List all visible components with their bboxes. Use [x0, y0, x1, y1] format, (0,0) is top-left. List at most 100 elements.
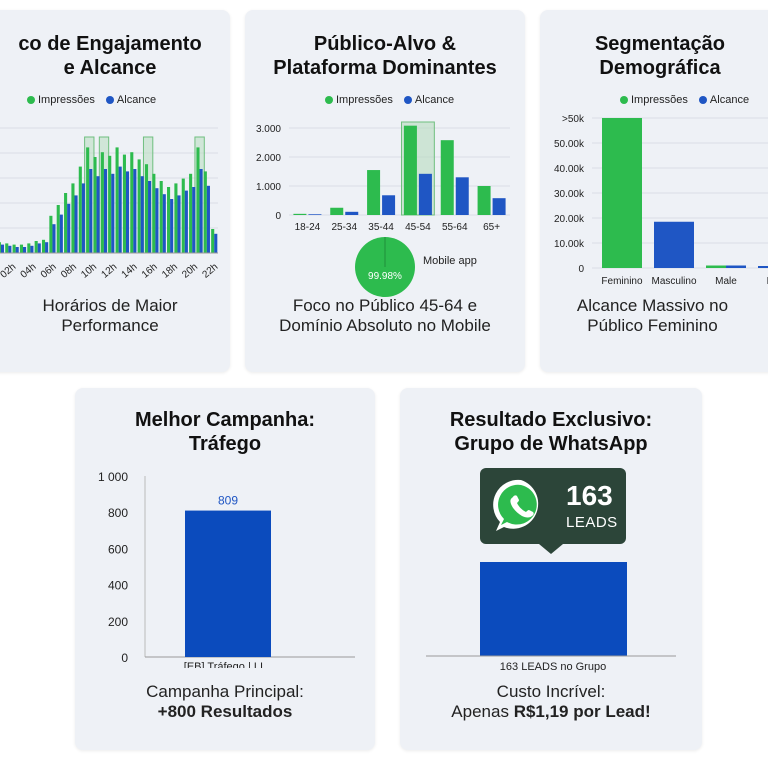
impressions-bar	[49, 215, 53, 253]
y-tick-label: 10.00k	[554, 239, 585, 250]
reach-bar	[103, 169, 108, 253]
legend-impressions: Impressões	[620, 94, 688, 106]
impressions-bar	[56, 205, 60, 253]
demographics-card: Segmentação Demográfica Impressões Alcan…	[540, 10, 768, 372]
demographics-caption-line1: Alcance Massivo no	[576, 296, 729, 315]
reach-bar	[184, 190, 188, 253]
x-tick-label: 18h	[160, 262, 180, 281]
audience-legend: Impressões Alcance	[325, 94, 462, 106]
impressions-bar	[174, 183, 178, 253]
x-tick-label: 06h	[39, 262, 59, 281]
platform-pie-chart: 99.98%	[355, 237, 415, 297]
reach-bar	[96, 176, 100, 253]
data-label: 809	[218, 494, 238, 508]
reach-bar	[125, 171, 130, 253]
legend-reach-label: Alcance	[414, 94, 455, 106]
whatsapp-caption-line2: Apenas R$1,19 por Lead!	[400, 702, 702, 722]
impressions-bar	[477, 186, 491, 215]
impressions-bar	[115, 147, 119, 253]
y-tick-label: 1.000	[256, 182, 281, 193]
whatsapp-caption: Custo Incrível: Apenas R$1,19 por Lead!	[400, 682, 702, 722]
impressions-bar	[440, 140, 454, 215]
campaign-title-line2: Tráfego	[188, 433, 262, 455]
x-tick-label: 16h	[140, 262, 160, 281]
impressions-bar	[41, 239, 46, 253]
impressions-bar	[100, 152, 104, 253]
impressions-bar	[5, 243, 9, 253]
legend-reach: Alcance	[105, 94, 156, 106]
demographics-title-line1: Segmentação	[594, 33, 726, 55]
campaign-caption-line1: Campanha Principal:	[146, 682, 304, 701]
audience-caption: Foco no Público 45-64 e Domínio Absoluto…	[245, 296, 525, 336]
reach-bar	[155, 188, 159, 253]
hourly-engagement-chart: 02h 04h 06h 08h 10h 12h 14h 16h 18h 20h 22h	[0, 127, 220, 281]
caption-highlight: R$1,19 por Lead!	[513, 702, 651, 721]
whatsapp-icon	[493, 479, 539, 531]
reach-bar	[140, 176, 144, 253]
campaign-title: Melhor Campanha: Tráfego	[75, 408, 375, 456]
reach-bar	[89, 169, 93, 253]
impressions-bar	[403, 125, 417, 215]
engagement-caption-line2: Performance	[61, 316, 159, 335]
reach-bar	[45, 242, 49, 253]
impressions-bar	[203, 171, 207, 253]
impressions-bar	[0, 242, 1, 253]
impressions-bar	[27, 243, 31, 253]
whatsapp-title-line1: Resultado Exclusivo:	[449, 409, 653, 431]
impressions-bar	[602, 118, 642, 268]
y-tick-label: 50.00k	[554, 139, 585, 150]
demographics-caption: Alcance Massivo no Público Feminino	[540, 296, 768, 336]
y-tick-label: 40.00k	[554, 164, 585, 175]
x-tick-label: 65+	[483, 222, 500, 233]
campaign-bar	[185, 510, 271, 657]
x-tick-label: 14h	[120, 262, 140, 281]
audience-card: Público-Alvo & Plataforma Dominantes Imp…	[245, 10, 525, 372]
y-tick-label: 0	[275, 211, 281, 222]
y-tick-label: 0	[121, 651, 128, 665]
y-tick-label: 800	[108, 506, 128, 520]
campaign-chart: 0 200 400 600 800 1 000 809 [EB] Tráfego | LI..…	[98, 470, 355, 668]
legend-impressions-label: Impressões	[336, 94, 393, 106]
whatsapp-title-line2: Grupo de WhatsApp	[454, 433, 648, 455]
engagement-card: co de Engajamento e Alcance Impressões A…	[0, 10, 230, 372]
badge-pointer	[539, 544, 563, 554]
x-tick-label: Male	[715, 276, 737, 287]
x-tick-label: 25-34	[331, 222, 357, 233]
reach-bar	[199, 169, 203, 253]
x-tick-label: 20h	[180, 262, 200, 281]
reach-bar	[492, 198, 506, 215]
engagement-title-line2: e Alcance	[63, 57, 157, 79]
demographics-chart: 0 10.00k 20.00k 30.00k 40.00k 50.00k >50k Femin…	[554, 114, 768, 287]
whatsapp-leads-bar	[480, 562, 627, 656]
campaign-title-line1: Melhor Campanha:	[134, 409, 316, 431]
x-tick-label: 163 LEADS no Grupo	[500, 661, 606, 673]
y-tick-label: 30.00k	[554, 189, 585, 200]
impressions-bar	[181, 178, 185, 253]
audience-caption-line2: Domínio Absoluto no Mobile	[279, 316, 491, 335]
reach-bar	[382, 195, 396, 215]
reach-bar	[23, 247, 27, 253]
reach-bar	[118, 166, 122, 253]
reach-bar	[758, 266, 768, 268]
pie-legend-label: Mobile app	[423, 255, 477, 267]
impressions-bar	[159, 181, 163, 253]
x-tick-label: 12h	[99, 262, 119, 281]
x-tick-label: [EB] Tráfego | LI...	[184, 661, 272, 668]
x-tick-label: 35-44	[368, 222, 394, 233]
legend-reach: Alcance	[698, 94, 749, 106]
reach-bar	[177, 195, 181, 253]
y-tick-label: 20.00k	[554, 214, 585, 225]
impressions-bar	[19, 244, 24, 253]
reach-bar	[418, 173, 432, 215]
legend-reach: Alcance	[403, 94, 455, 106]
y-tick-label: 400	[108, 579, 128, 593]
age-distribution-chart: 0 1.000 2.000 3.000 18-24 25-34 35-44 45-54 55-6…	[256, 121, 510, 233]
impressions-bar	[93, 157, 97, 253]
reach-bar	[30, 245, 34, 253]
audience-title: Público-Alvo & Plataforma Dominantes	[245, 32, 525, 80]
x-tick-label: Masculino	[651, 276, 696, 287]
engagement-caption-line1: Horários de Maior	[42, 296, 178, 315]
x-tick-label: 04h	[19, 262, 39, 281]
demographics-title-line2: Demográfica	[599, 57, 721, 79]
x-tick-label: 55-64	[442, 222, 468, 233]
